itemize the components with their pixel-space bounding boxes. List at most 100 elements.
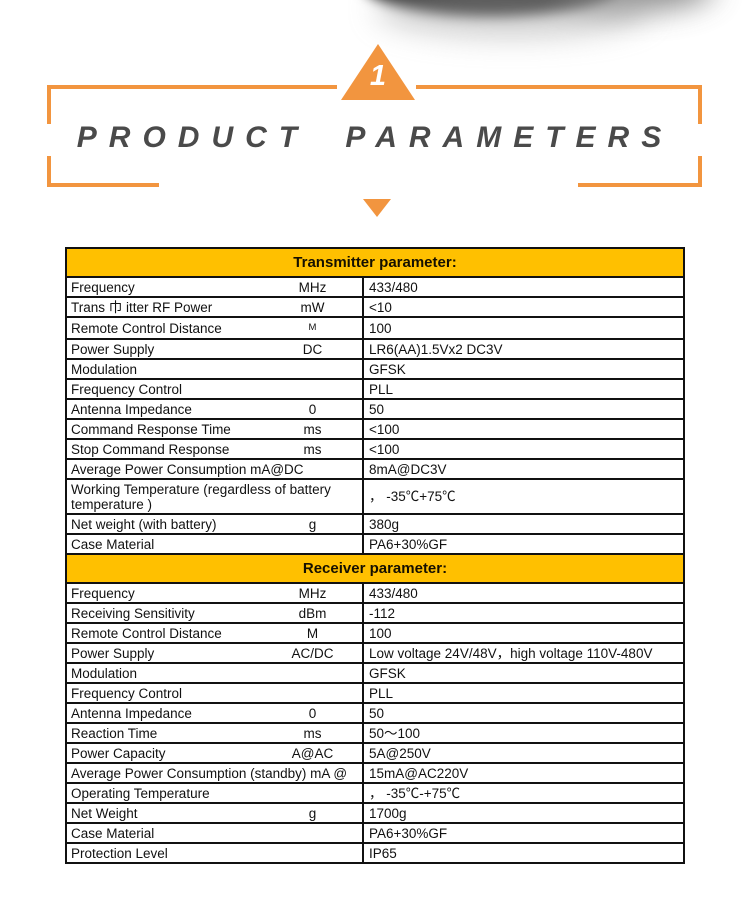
param-value: 433/480 [369, 585, 418, 601]
param-value: ， -35℃+75℃ [369, 489, 456, 504]
param-name: Antenna Impedance [71, 401, 192, 417]
param-value: LR6(AA)1.5Vx2 DC3V [369, 341, 503, 357]
param-name-cell: Frequency MHz [67, 584, 364, 602]
param-value: 1700g [369, 805, 407, 821]
param-unit: g [308, 805, 317, 821]
param-name-cell: Reaction Time ms [67, 724, 364, 742]
param-name-cell: Modulation [67, 360, 364, 378]
param-unit: ms [303, 421, 322, 437]
param-name: Antenna Impedance [71, 705, 192, 721]
param-name-cell: Frequency Control [67, 380, 364, 398]
param-name-cell: Remote Control Distance M [67, 624, 364, 642]
param-name: Stop Command Response [71, 441, 230, 457]
param-name: Trans 巾 itter RF Power [71, 299, 213, 315]
param-value: GFSK [369, 665, 406, 681]
param-name: Reaction Time [71, 725, 158, 741]
table-row: Antenna Impedance 0 50 [67, 702, 683, 722]
page-title: PRODUCT PARAMETERS [76, 121, 674, 154]
table-row: Case Material PA6+30%GF [67, 533, 683, 553]
frame-bottom-line-left [47, 183, 159, 187]
param-name-cell: Power Supply AC/DC [67, 644, 364, 662]
param-name-cell: Net Weight g [67, 804, 364, 822]
param-name-cell: Case Material [67, 824, 364, 842]
param-value: 5A@250V [369, 745, 431, 761]
table-row: Net weight (with battery) g 380g [67, 513, 683, 533]
photo-edge-shadow [376, 0, 648, 36]
param-name: Power Capacity [71, 745, 166, 761]
table-row: Average Power Consumption (standby) mA @… [67, 762, 683, 782]
param-name-cell: Antenna Impedance 0 [67, 704, 364, 722]
frame-right-vertical-top [698, 85, 702, 124]
param-name: Modulation [71, 361, 138, 377]
param-value: GFSK [369, 361, 406, 377]
param-value: Low voltage 24V/48V，high voltage 110V-48… [369, 645, 653, 661]
param-name: Case Material [71, 825, 155, 841]
down-arrow-icon [363, 199, 391, 217]
param-unit: A@AC [291, 745, 334, 761]
param-name: Net weight (with battery) [71, 516, 217, 532]
param-value: ， -35℃-+75℃ [369, 785, 461, 801]
table-row: Antenna Impedance 0 50 [67, 398, 683, 418]
param-name-cell: Remote Control Distance M [67, 318, 364, 338]
table-row: Operating Temperature ， -35℃-+75℃ [67, 782, 683, 802]
table-row: Working Temperature (regardless of batte… [67, 478, 683, 513]
param-name: Frequency Control [71, 381, 183, 397]
param-name: Average Power Consumption (standby) mA @ [71, 765, 348, 781]
param-unit: ms [303, 441, 322, 457]
table-row: Protection Level IP65 [67, 842, 683, 862]
param-name-cell: Frequency MHz [67, 278, 364, 296]
param-value: <10 [369, 299, 392, 315]
param-unit: dBm [298, 605, 327, 621]
param-value: 8mA@DC3V [369, 461, 447, 477]
frame-bottom-line-right [578, 183, 702, 187]
param-name-cell: Frequency Control [67, 684, 364, 702]
param-name: Command Response Time [71, 421, 231, 437]
param-name-cell: Trans 巾 itter RF Power mW [67, 298, 364, 316]
param-unit: g [308, 516, 317, 532]
param-name-cell: Command Response Time ms [67, 420, 364, 438]
step-number: 1 [369, 60, 387, 92]
param-name: Frequency Control [71, 685, 183, 701]
param-name: Frequency [71, 585, 135, 601]
step-number-triangle-icon [341, 44, 415, 100]
param-unit: M [306, 625, 319, 641]
param-name-cell: Power Supply DC [67, 340, 364, 358]
param-name: Average Power Consumption mA@DC [71, 461, 304, 477]
param-name-cell: Protection Level [67, 844, 364, 862]
table-row: Trans 巾 itter RF Power mW <10 [67, 296, 683, 316]
param-unit: 0 [308, 705, 317, 721]
param-name: Power Supply [71, 341, 155, 357]
table-row: Case Material PA6+30%GF [67, 822, 683, 842]
param-unit: 0 [308, 401, 317, 417]
param-unit: mW [300, 299, 325, 315]
table-row: Frequency Control PLL [67, 682, 683, 702]
param-unit: MHz [298, 585, 327, 601]
table-row: Command Response Time ms <100 [67, 418, 683, 438]
param-value: PA6+30%GF [369, 536, 448, 552]
param-unit: M [308, 321, 317, 333]
table-row: Frequency MHz 433/480 [67, 582, 683, 602]
param-value: 100 [369, 320, 392, 336]
param-name-cell: Stop Command Response ms [67, 440, 364, 458]
frame-right-vertical-bottom [698, 156, 702, 187]
param-unit: AC/DC [291, 645, 334, 661]
param-name: Net Weight [71, 805, 138, 821]
param-name: Working Temperature (regardless of batte… [71, 481, 331, 512]
param-value: IP65 [369, 845, 397, 861]
param-unit: DC [302, 341, 323, 357]
table-row: Power Supply AC/DC Low voltage 24V/48V，h… [67, 642, 683, 662]
table-row: Power Supply DC LR6(AA)1.5Vx2 DC3V [67, 338, 683, 358]
table-row: Frequency MHz 433/480 [67, 276, 683, 296]
param-value: PA6+30%GF [369, 825, 448, 841]
frame-left-vertical-top [47, 85, 51, 124]
table-row: Reaction Time ms 50～100 [67, 722, 683, 742]
frame-top-line-right [416, 85, 702, 89]
param-name-cell: Antenna Impedance 0 [67, 400, 364, 418]
param-value: 15mA@AC220V [369, 765, 469, 781]
param-name-cell: Working Temperature (regardless of batte… [67, 480, 364, 513]
param-value: 50 [369, 401, 385, 417]
receiver-rows: Frequency MHz 433/480 Receiving Sensitiv… [67, 582, 683, 862]
param-unit: MHz [298, 279, 327, 295]
param-value: 50～100 [369, 725, 421, 741]
param-value: 50 [369, 705, 385, 721]
